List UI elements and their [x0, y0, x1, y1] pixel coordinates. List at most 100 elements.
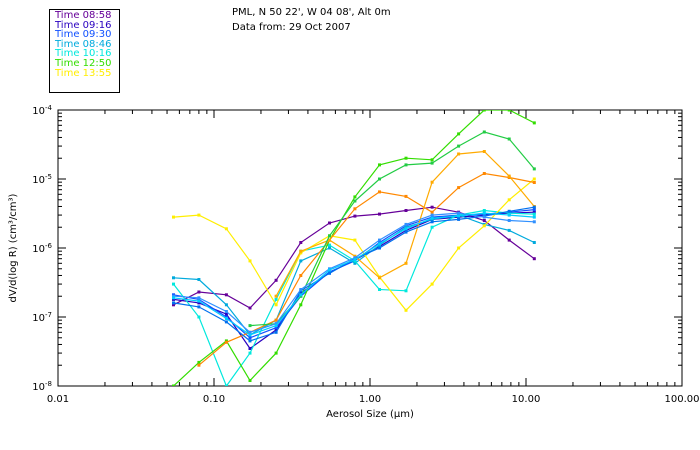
data-point [430, 158, 434, 162]
data-point [507, 228, 511, 232]
data-point [328, 234, 331, 238]
data-point [532, 208, 536, 212]
legend-item: Time 08:58 [55, 10, 112, 21]
data-point [457, 144, 461, 148]
data-point [532, 205, 536, 209]
data-point [197, 278, 201, 281]
legend-item: Time 08:46 [55, 38, 112, 50]
data-point [404, 163, 408, 167]
data-point [353, 199, 357, 203]
legend-item: Time 09:30 [55, 29, 112, 41]
x-tick-label: 10.00 [512, 394, 541, 405]
data-point [197, 363, 201, 367]
data-point [532, 177, 536, 181]
data-point [430, 161, 434, 165]
data-point [378, 163, 381, 167]
data-point [532, 121, 536, 125]
data-point [299, 274, 303, 277]
data-point [507, 110, 511, 112]
data-point [197, 299, 201, 303]
data-point [274, 330, 278, 334]
data-point [248, 339, 252, 343]
data-point [404, 222, 408, 226]
series-5 [172, 209, 536, 386]
series-9 [274, 150, 536, 298]
series-layer [172, 110, 536, 386]
data-point [457, 152, 461, 156]
legend-item: Time 10:16 [55, 48, 112, 60]
data-point [224, 303, 228, 307]
series-line [249, 131, 535, 327]
data-point [430, 225, 434, 229]
data-point [299, 249, 303, 253]
data-point [532, 167, 536, 171]
data-point [507, 219, 511, 222]
chart-subtitle: Data from: 29 Oct 2007 [232, 22, 351, 33]
series-6 [172, 110, 536, 386]
data-point [532, 241, 536, 244]
data-point [224, 340, 228, 344]
data-point [328, 238, 331, 242]
y-axis-label: dV/d(log R) (cm³/cm³) [8, 193, 19, 302]
data-point [430, 205, 434, 209]
data-point [172, 276, 175, 280]
data-point [457, 132, 461, 136]
data-point [457, 246, 461, 250]
data-point [507, 198, 511, 202]
data-point [197, 315, 201, 319]
data-point [224, 320, 228, 324]
data-point [430, 282, 434, 286]
data-point [378, 242, 381, 246]
data-point [274, 294, 278, 298]
y-tick-label: 10-4 [32, 104, 52, 117]
data-point [353, 261, 357, 265]
data-point [482, 211, 486, 215]
data-point [299, 288, 303, 291]
data-point [353, 238, 357, 242]
chart-header: PML, N 50 22', W 04 08', Alt 0m Data fro… [232, 5, 391, 35]
x-tick-label: 0.10 [203, 394, 225, 405]
chart-title: PML, N 50 22', W 04 08', Alt 0m [232, 7, 391, 18]
legend-item: Time 12:50 [55, 57, 112, 69]
series-line [173, 211, 535, 350]
data-point [224, 317, 228, 320]
data-point [224, 227, 228, 231]
x-tick-label: 100.00 [665, 394, 700, 405]
data-point [328, 268, 331, 272]
data-point [404, 308, 408, 312]
data-point [430, 220, 434, 224]
data-point [328, 243, 331, 247]
y-tick-label: 10-5 [32, 173, 52, 186]
data-point [532, 215, 536, 219]
data-point [353, 256, 357, 260]
data-point [482, 209, 486, 212]
data-point [172, 215, 175, 219]
data-point [274, 318, 278, 322]
y-tick-label: 10-7 [32, 311, 52, 324]
series-line [173, 209, 535, 386]
data-point [274, 278, 278, 282]
data-point [353, 254, 357, 258]
data-point [507, 137, 511, 141]
data-point [457, 211, 461, 215]
data-point [482, 150, 486, 153]
data-point [274, 297, 278, 301]
data-point [248, 330, 252, 334]
data-point [457, 186, 461, 190]
data-point [224, 384, 228, 386]
data-point [507, 213, 511, 217]
data-point [197, 213, 201, 217]
series-11 [172, 205, 536, 343]
data-point [378, 177, 381, 181]
data-point [532, 181, 536, 184]
data-point [353, 195, 357, 199]
data-point [248, 347, 252, 350]
data-point [248, 351, 252, 355]
y-tick-label: 10-8 [32, 380, 52, 393]
data-point [482, 219, 486, 222]
data-point [299, 251, 303, 255]
data-point [378, 246, 381, 250]
data-point [430, 180, 434, 184]
data-point [299, 293, 303, 297]
data-point [274, 324, 278, 328]
